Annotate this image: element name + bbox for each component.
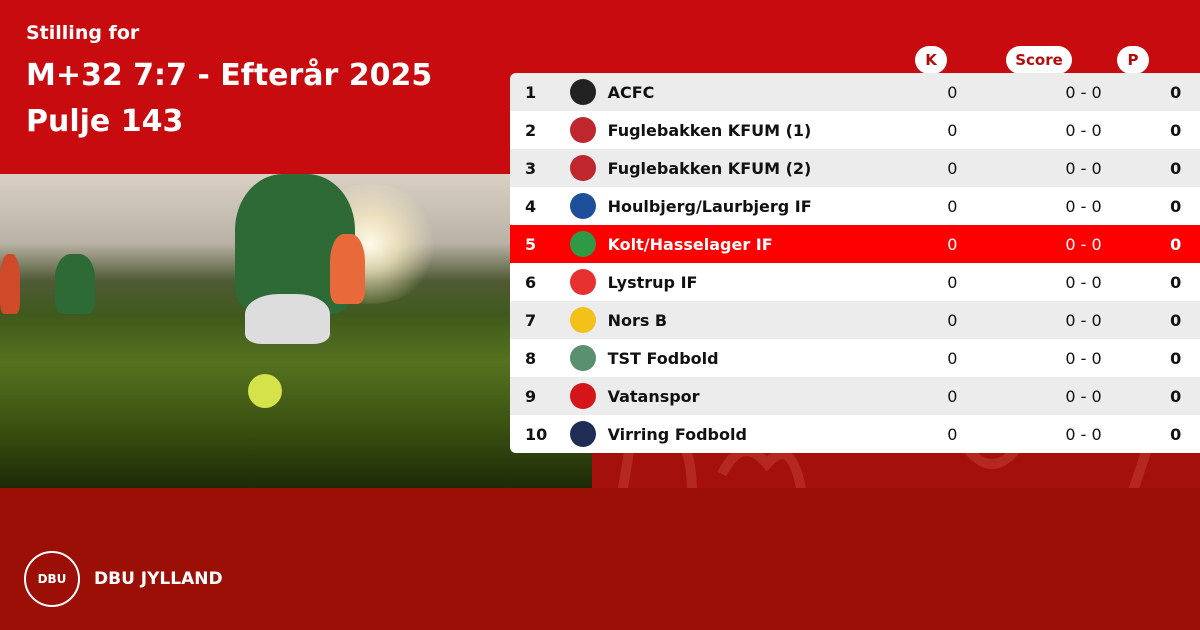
fuglebakken-shield-icon [570,155,597,181]
table-row[interactable]: 9 Vatanspor 0 0 - 0 0 [510,377,1200,415]
brand-name: DBU JYLLAND [94,569,223,589]
matches-played: 0 [947,424,958,444]
khif-crest-icon [570,231,597,257]
column-header-p: P [1117,46,1149,74]
points: 0 [1170,272,1182,292]
table-row[interactable]: 8 TST Fodbold 0 0 - 0 0 [510,339,1200,377]
score: 0 - 0 [1065,272,1102,292]
matches-played: 0 [947,272,958,292]
team-name[interactable]: Houlbjerg/Laurbjerg IF [607,196,812,216]
score: 0 - 0 [1065,82,1102,102]
nors-crest-icon [570,307,597,333]
score: 0 - 0 [1065,424,1102,444]
matches-played: 0 [947,120,958,140]
footer-brand: DBU DBU JYLLAND [24,551,223,607]
points: 0 [1170,386,1182,406]
score: 0 - 0 [1065,386,1102,406]
position: 10 [525,424,548,444]
hero-photo [0,174,592,488]
table-row[interactable]: 7 Nors B 0 0 - 0 0 [510,301,1200,339]
points: 0 [1170,348,1182,368]
points: 0 [1170,310,1182,330]
team-name[interactable]: Virring Fodbold [607,424,747,444]
position: 2 [525,120,537,140]
lystrup-crest-icon [570,269,597,295]
score: 0 - 0 [1065,310,1102,330]
score: 0 - 0 [1065,120,1102,140]
team-name[interactable]: TST Fodbold [607,348,719,368]
team-name[interactable]: Nors B [607,310,668,330]
position: 4 [525,196,537,216]
position: 5 [525,234,537,254]
team-name[interactable]: ACFC [607,82,655,102]
position: 7 [525,310,537,330]
virring-crest-icon [570,421,597,447]
team-name[interactable]: Lystrup IF [607,272,698,292]
table-row[interactable]: 5 Kolt/Hasselager IF 0 0 - 0 0 [510,225,1200,263]
team-name[interactable]: Kolt/Hasselager IF [607,234,773,254]
dbu-seal-logo: DBU [24,551,80,607]
page-title: M+32 7:7 - Efterår 2025 [26,58,433,93]
acfc-crest-icon [570,79,597,105]
table-row[interactable]: 6 Lystrup IF 0 0 - 0 0 [510,263,1200,301]
position: 3 [525,158,537,178]
vatanspor-crest-icon [570,383,597,409]
score: 0 - 0 [1065,348,1102,368]
position: 8 [525,348,537,368]
team-name[interactable]: Vatanspor [607,386,700,406]
matches-played: 0 [947,234,958,254]
score: 0 - 0 [1065,234,1102,254]
points: 0 [1170,234,1182,254]
houlbjerg-crest-icon [570,193,597,219]
column-header-score: Score [1006,46,1072,74]
matches-played: 0 [947,348,958,368]
tst-crest-icon [570,345,597,371]
team-name[interactable]: Fuglebakken KFUM (1) [607,120,812,140]
points: 0 [1170,424,1182,444]
position: 1 [525,82,537,102]
team-name[interactable]: Fuglebakken KFUM (2) [607,158,812,178]
subtitle: Stilling for [26,22,140,44]
score: 0 - 0 [1065,196,1102,216]
table-row[interactable]: 2 Fuglebakken KFUM (1) 0 0 - 0 0 [510,111,1200,149]
matches-played: 0 [947,310,958,330]
points: 0 [1170,120,1182,140]
points: 0 [1170,196,1182,216]
matches-played: 0 [947,82,958,102]
table-row[interactable]: 4 Houlbjerg/Laurbjerg IF 0 0 - 0 0 [510,187,1200,225]
points: 0 [1170,82,1182,102]
table-row[interactable]: 1 ACFC 0 0 - 0 0 [510,73,1200,111]
matches-played: 0 [947,196,958,216]
pool-title: Pulje 143 [26,104,184,139]
points: 0 [1170,158,1182,178]
column-header-k: K [915,46,947,74]
fuglebakken-shield-icon [570,117,597,143]
score: 0 - 0 [1065,158,1102,178]
table-row[interactable]: 3 Fuglebakken KFUM (2) 0 0 - 0 0 [510,149,1200,187]
position: 6 [525,272,537,292]
matches-played: 0 [947,386,958,406]
table-row[interactable]: 10 Virring Fodbold 0 0 - 0 0 [510,415,1200,453]
matches-played: 0 [947,158,958,178]
position: 9 [525,386,537,406]
